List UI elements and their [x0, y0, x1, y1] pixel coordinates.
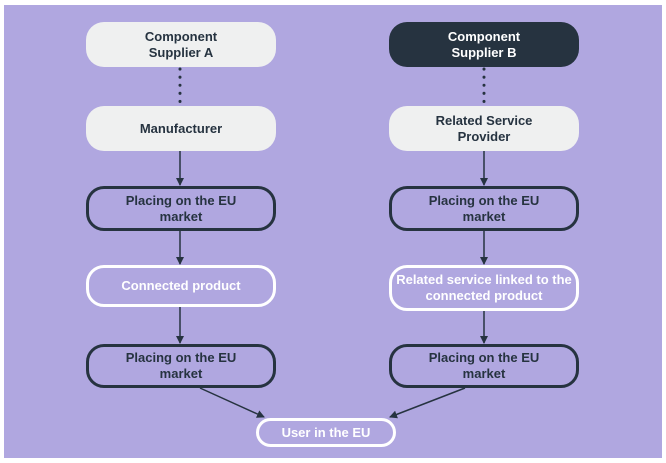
label: Component Supplier B: [447, 28, 521, 60]
label: Placing on the EU market: [125, 192, 237, 224]
diagram-background: [4, 5, 662, 458]
component-supplier-b: Component Supplier B: [389, 22, 579, 67]
label: Component Supplier A: [144, 28, 218, 60]
connected-product: Connected product: [86, 265, 276, 307]
label: Manufacturer: [139, 120, 223, 136]
placing-on-eu-market-b1: Placing on the EU market: [389, 186, 579, 231]
user-in-the-eu: User in the EU: [256, 418, 396, 447]
label: Related service linked to the connected …: [396, 272, 572, 303]
related-service-provider: Related Service Provider: [389, 106, 579, 151]
label: Placing on the EU market: [125, 350, 237, 381]
label: Related Service Provider: [435, 112, 533, 144]
arrow: [389, 387, 466, 419]
component-supplier-a: Component Supplier A: [86, 22, 276, 67]
label: User in the EU: [281, 424, 371, 440]
label: Placing on the EU market: [428, 192, 540, 224]
label: Connected product: [121, 278, 241, 293]
related-service: Related service linked to the connected …: [389, 265, 579, 311]
placing-on-eu-market-a1: Placing on the EU market: [86, 186, 276, 231]
label: Placing on the EU market: [428, 350, 540, 381]
manufacturer: Manufacturer: [86, 106, 276, 151]
placing-on-eu-market-b2: Placing on the EU market: [389, 344, 579, 388]
placing-on-eu-market-a2: Placing on the EU market: [86, 344, 276, 388]
arrow: [199, 387, 265, 418]
